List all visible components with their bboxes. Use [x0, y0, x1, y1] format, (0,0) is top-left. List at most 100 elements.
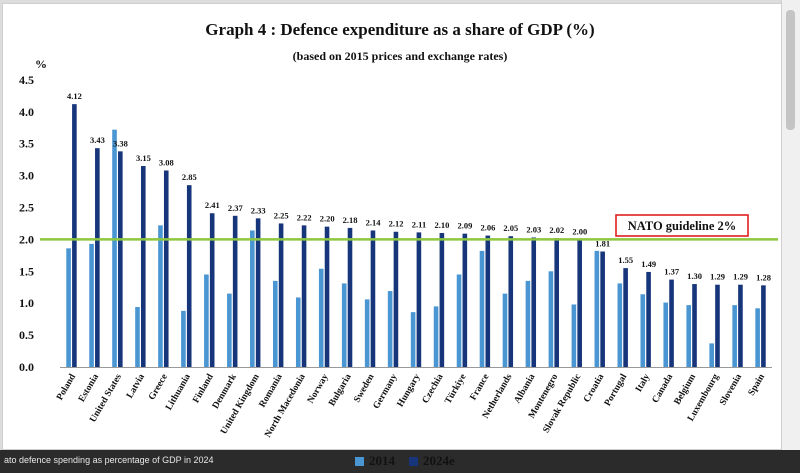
- x-tick-label: Slovenia: [718, 372, 744, 407]
- caption-text: ato defence spending as percentage of GD…: [4, 455, 214, 465]
- bar-2024e: [118, 151, 123, 367]
- scrollbar-thumb[interactable]: [786, 10, 795, 130]
- vertical-scrollbar[interactable]: [781, 0, 800, 450]
- value-label: 2.03: [526, 224, 541, 234]
- value-label: 2.18: [343, 215, 358, 225]
- bar-2024e: [600, 251, 605, 367]
- x-tick-label: Estonia: [77, 372, 101, 404]
- bar-2024e: [646, 271, 651, 367]
- bar-2014: [732, 305, 737, 367]
- bar-2014: [709, 343, 714, 367]
- bar-2024e: [255, 218, 261, 367]
- bar-2014: [227, 293, 232, 367]
- x-tick-label: Hungary: [396, 372, 423, 409]
- bar-2024e: [738, 284, 743, 367]
- bar-2014: [272, 280, 278, 367]
- value-label: 1.49: [641, 259, 656, 269]
- value-label: 2.11: [412, 219, 426, 229]
- value-label: 3.38: [113, 138, 128, 148]
- value-label: 4.12: [67, 91, 82, 101]
- bar-2014: [204, 274, 209, 367]
- bar-2024e: [232, 215, 238, 367]
- bar-2024e: [72, 104, 77, 368]
- value-label: 3.15: [136, 153, 151, 163]
- bar-2014: [433, 306, 439, 367]
- chart-title: Graph 4 : Defence expenditure as a share…: [205, 20, 594, 39]
- x-tick-label: Bulgaria: [327, 372, 353, 408]
- bar-2024e: [623, 268, 628, 367]
- x-tick-label: Czechia: [421, 372, 446, 405]
- legend-swatch-2024e: [409, 456, 418, 466]
- bar-2024e: [95, 148, 100, 367]
- value-label: 2.02: [549, 225, 564, 235]
- value-label: 2.41: [205, 200, 220, 210]
- bar-2014: [295, 297, 301, 367]
- bar-2024e: [669, 279, 674, 367]
- bar-2014: [387, 291, 393, 367]
- value-label: 2.06: [480, 223, 495, 233]
- value-label: 1.28: [756, 272, 771, 282]
- legend-item-2024e: 2024e: [409, 453, 455, 469]
- bar-2014: [502, 293, 508, 367]
- bar-2024e: [301, 225, 307, 367]
- bar-2024e: [439, 233, 445, 367]
- chart-subtitle: (based on 2015 prices and exchange rates…: [293, 49, 508, 63]
- bar-2024e: [577, 239, 582, 367]
- x-tick-label: Canada: [651, 372, 676, 405]
- value-label: 2.10: [435, 220, 450, 230]
- bar-2024e: [416, 232, 422, 367]
- caption-bar: ato defence spending as percentage of GD…: [0, 450, 800, 473]
- bar-2024e: [761, 285, 766, 367]
- value-label: 1.37: [664, 267, 680, 277]
- value-label: 2.12: [389, 219, 404, 229]
- bar-2024e: [140, 166, 146, 367]
- value-label: 3.43: [90, 135, 105, 145]
- bar-2014: [686, 305, 692, 367]
- x-tick-label: Portugal: [603, 372, 630, 408]
- value-label: 3.08: [159, 157, 174, 167]
- x-tick-label: France: [469, 372, 492, 402]
- y-tick-label: 1.5: [19, 264, 34, 278]
- bar-2014: [548, 271, 554, 367]
- legend-label-2014: 2014: [369, 453, 395, 468]
- value-label: 2.33: [251, 205, 266, 215]
- bar-2014: [594, 250, 600, 367]
- bar-2024e: [370, 230, 376, 367]
- y-axis-ticks: 0.0 0.5 1.0 1.5 2.0 2.5 3.0 3.5 4.0 4.5: [19, 73, 34, 374]
- x-tick-label: Norway: [306, 372, 331, 405]
- legend-swatch-2014: [355, 456, 364, 466]
- y-axis-label: %: [35, 57, 47, 71]
- y-tick-label: 0.0: [19, 360, 34, 374]
- bar-2014: [66, 248, 71, 367]
- bar-2014: [341, 283, 347, 367]
- value-label: 2.05: [503, 223, 518, 233]
- value-label: 2.09: [457, 221, 472, 231]
- bar-2024e: [715, 284, 720, 367]
- legend-item-2014: 2014: [355, 453, 395, 469]
- bar-2014: [479, 250, 485, 367]
- value-label: 2.14: [366, 217, 382, 227]
- nato-guideline-box: [615, 214, 749, 237]
- bar-2024e: [692, 284, 697, 367]
- bar-2024e: [347, 227, 353, 367]
- x-tick-label: Sweden: [352, 372, 377, 405]
- bar-2014: [318, 268, 324, 367]
- legend-label-2024e: 2024e: [423, 453, 455, 468]
- bars: [66, 104, 766, 368]
- value-label: 2.37: [228, 203, 244, 213]
- x-tick-label: Greece: [147, 373, 170, 403]
- bar-2014: [364, 299, 370, 367]
- value-label: 1.55: [618, 255, 633, 265]
- value-label: 2.22: [297, 212, 312, 222]
- y-tick-label: 2.5: [19, 201, 34, 215]
- nato-guideline-label: NATO guideline 2%: [628, 219, 737, 233]
- x-tick-label: Finland: [191, 372, 216, 405]
- y-tick-label: 4.0: [19, 105, 34, 119]
- bar-2014: [410, 312, 416, 367]
- bar-2024e: [485, 235, 491, 367]
- legend: 2014 2024e: [355, 451, 455, 471]
- x-tick-label: Türkiye: [444, 373, 469, 406]
- value-labels: 4.12 3.43 3.38 3.15 3.08 2.85 2.41 2.37 2.33 2.25…: [67, 91, 771, 282]
